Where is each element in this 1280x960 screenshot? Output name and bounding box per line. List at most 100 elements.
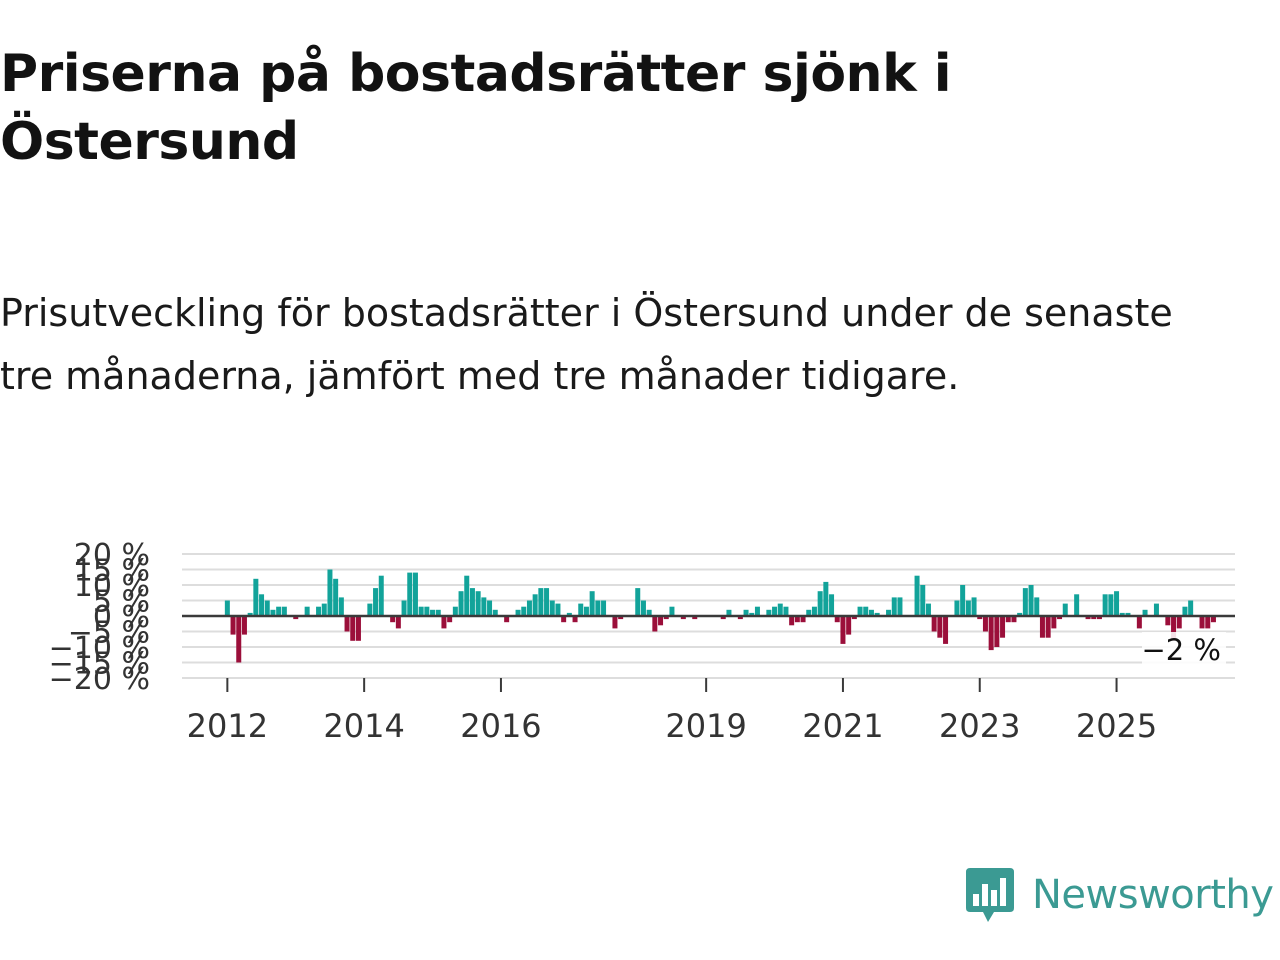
data-bar: [515, 609, 521, 616]
data-bar: [897, 597, 903, 616]
data-bar: [566, 612, 572, 616]
data-bar: [789, 616, 795, 626]
data-bar: [1102, 594, 1108, 616]
data-bar: [333, 578, 339, 616]
data-bar: [378, 575, 384, 616]
data-bar: [276, 606, 282, 616]
data-bar: [561, 616, 567, 623]
data-bar: [943, 616, 949, 644]
data-bar: [806, 609, 812, 616]
data-bar: [635, 588, 641, 616]
data-bar: [418, 606, 424, 616]
data-bar: [224, 600, 230, 616]
data-bar: [971, 597, 977, 616]
data-bar: [293, 616, 299, 620]
data-bar: [1011, 616, 1017, 623]
data-bar: [1051, 616, 1057, 629]
data-bar: [373, 588, 379, 616]
data-bar: [1210, 616, 1216, 623]
data-bar: [521, 606, 527, 616]
data-bar: [1114, 591, 1120, 616]
data-bar: [886, 609, 892, 616]
y-tick-label: −15 %: [49, 647, 150, 682]
data-bar: [253, 578, 259, 616]
data-bar: [1074, 594, 1080, 616]
data-bar: [823, 581, 829, 616]
x-tick-label: 2012: [187, 707, 268, 745]
data-bar: [441, 616, 447, 629]
data-bar: [338, 597, 344, 616]
data-bar: [692, 616, 698, 620]
data-bar: [481, 597, 487, 616]
y-tick-label: −20 %: [49, 662, 150, 697]
data-bar: [965, 600, 971, 616]
data-bar: [988, 616, 994, 651]
data-bar: [555, 603, 561, 616]
data-bar: [544, 588, 550, 616]
data-bar: [920, 585, 926, 616]
data-bar: [526, 600, 532, 616]
data-bar: [583, 606, 589, 616]
x-tick-label: 2023: [939, 707, 1020, 745]
data-bar: [270, 609, 276, 616]
data-bar: [646, 609, 652, 616]
x-tick-label: 2021: [802, 707, 883, 745]
data-bar: [1165, 616, 1171, 626]
data-bar: [931, 616, 937, 632]
data-bar: [589, 591, 595, 616]
data-bar: [1034, 597, 1040, 616]
data-bar: [538, 588, 544, 616]
data-bar: [914, 575, 920, 616]
data-bar: [857, 606, 863, 616]
data-bar: [327, 569, 333, 616]
data-bar: [663, 616, 669, 620]
data-bar: [1028, 585, 1034, 616]
data-bar: [1022, 588, 1028, 616]
data-bar: [412, 572, 418, 616]
data-bar: [595, 600, 601, 616]
data-bar: [954, 600, 960, 616]
y-axis-tick-labels: 20 %15 %10 %5 %0 %−5 %−10 %−15 %−20 %: [49, 538, 150, 697]
x-tick-label: 2014: [323, 707, 404, 745]
data-bar: [1182, 606, 1188, 616]
last-value-label-bg: [1142, 632, 1226, 668]
data-bar: [1085, 616, 1091, 620]
data-bar: [321, 603, 327, 616]
y-tick-label: −10 %: [49, 631, 150, 666]
data-bar: [891, 597, 897, 616]
data-bar: [532, 594, 538, 616]
data-bar: [469, 588, 475, 616]
data-bar: [492, 609, 498, 616]
data-bar: [737, 616, 743, 620]
data-bar: [572, 616, 578, 623]
data-bar: [259, 594, 265, 616]
x-tick-label: 2025: [1076, 707, 1157, 745]
data-bar: [236, 616, 242, 663]
data-bar: [390, 616, 396, 623]
data-bar: [612, 616, 618, 629]
data-bar: [1017, 612, 1023, 616]
page-title: Priserna på bostadsrätter sjönk i Östers…: [0, 44, 952, 172]
data-bar: [1000, 616, 1006, 638]
data-bar: [504, 616, 510, 623]
data-bar: [1142, 609, 1148, 616]
grid-lines: [182, 553, 1235, 679]
data-bar: [874, 612, 880, 616]
data-bar: [407, 572, 413, 616]
data-bar: [1205, 616, 1211, 629]
data-bar: [1125, 612, 1131, 616]
data-bar: [863, 606, 869, 616]
data-bar: [350, 616, 356, 641]
data-bar: [937, 616, 943, 638]
data-bar: [783, 606, 789, 616]
data-bar: [395, 616, 401, 629]
data-bar: [1096, 616, 1102, 620]
data-bar: [1171, 616, 1177, 641]
data-bar: [868, 609, 874, 616]
data-bar: [304, 606, 310, 616]
x-axis-ticks: 2012 2014 2016 2019 2021 2023 2025: [187, 678, 1157, 745]
last-value-label: −2 %: [1141, 633, 1221, 667]
data-bar: [1136, 616, 1142, 629]
data-bar: [344, 616, 350, 632]
data-bar: [264, 600, 270, 616]
